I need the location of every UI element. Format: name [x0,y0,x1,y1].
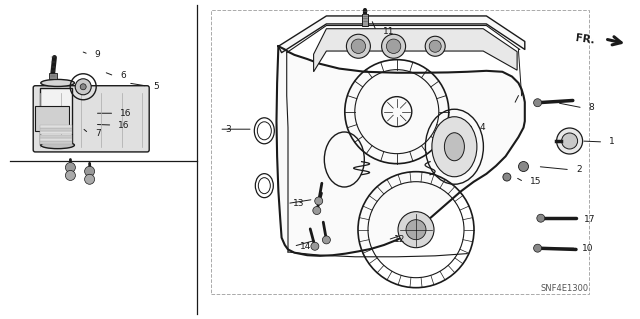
Circle shape [562,133,578,149]
Bar [49,73,58,79]
Text: FR.: FR. [575,33,595,45]
Circle shape [323,236,330,244]
Circle shape [534,99,541,107]
Text: 6: 6 [120,71,126,80]
Circle shape [398,212,434,248]
Bar [35,107,69,131]
Text: 17: 17 [584,215,595,224]
Polygon shape [314,29,517,72]
Text: 7: 7 [95,129,100,138]
Text: 14: 14 [300,242,311,251]
Bar [362,13,368,26]
Text: 5: 5 [154,82,159,91]
Bar [40,88,72,145]
Text: SNF4E1300: SNF4E1300 [541,284,589,293]
Circle shape [80,84,86,90]
Circle shape [387,39,401,54]
Text: 1: 1 [609,137,615,146]
Text: 3: 3 [225,125,231,134]
Circle shape [84,174,95,184]
Bar [40,125,72,128]
Circle shape [518,161,529,172]
Circle shape [425,36,445,56]
Circle shape [534,244,541,252]
Bar [40,135,72,137]
Bar [40,141,72,144]
Circle shape [346,34,371,58]
FancyBboxPatch shape [33,86,149,152]
Text: 2: 2 [576,165,582,174]
Circle shape [351,39,365,54]
Circle shape [65,162,76,173]
Text: 4: 4 [480,123,486,132]
Circle shape [429,40,441,52]
Ellipse shape [41,142,74,149]
Text: 9: 9 [95,50,100,59]
Text: 10: 10 [582,244,594,253]
Bar [40,128,72,131]
Circle shape [311,242,319,250]
Ellipse shape [41,79,74,86]
Bar [40,131,72,134]
Circle shape [76,79,92,95]
Circle shape [537,214,545,222]
Bar [40,138,72,141]
Ellipse shape [432,117,477,177]
Circle shape [84,166,95,176]
Text: 15: 15 [530,177,541,186]
Text: 16: 16 [118,121,130,130]
Circle shape [381,34,406,58]
Text: 13: 13 [293,199,305,208]
Circle shape [315,197,323,205]
Polygon shape [276,46,525,256]
Bar [211,10,589,294]
Text: 12: 12 [394,235,405,244]
Circle shape [313,206,321,215]
Polygon shape [278,16,525,53]
Circle shape [503,173,511,181]
Ellipse shape [444,133,465,161]
Text: 11: 11 [383,27,394,36]
Text: 16: 16 [120,109,132,118]
Circle shape [406,220,426,240]
Text: 8: 8 [589,103,595,112]
Circle shape [65,170,76,181]
Circle shape [557,128,582,154]
